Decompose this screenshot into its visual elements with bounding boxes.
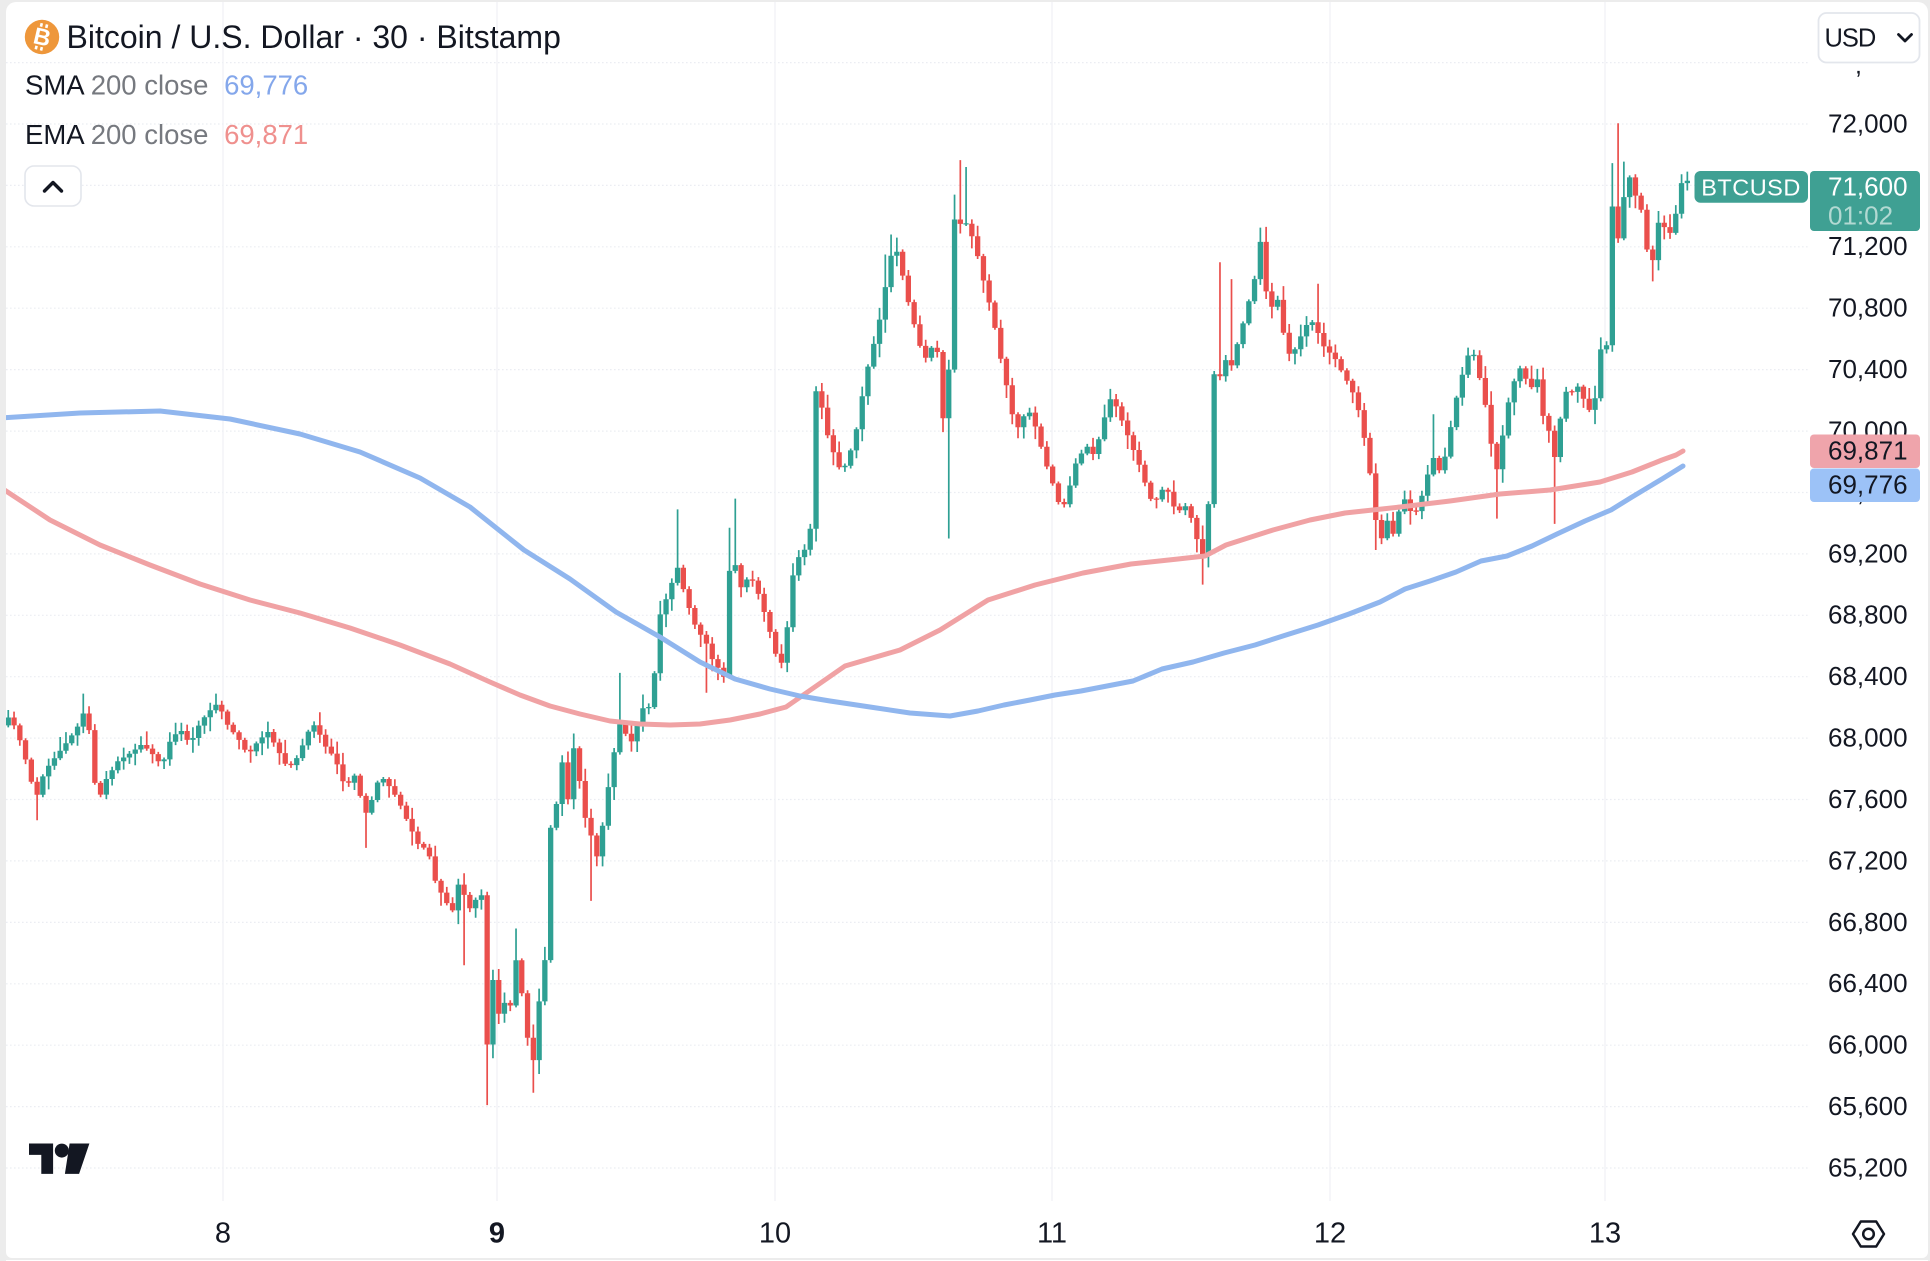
svg-text:8: 8	[215, 1218, 231, 1250]
svg-text:66,000: 66,000	[1828, 1030, 1908, 1060]
svg-text:70,400: 70,400	[1828, 354, 1908, 384]
svg-text:69,871: 69,871	[1828, 436, 1908, 466]
svg-text:65,200: 65,200	[1828, 1152, 1908, 1182]
svg-text:B: B	[31, 22, 53, 51]
svg-text:70,800: 70,800	[1828, 293, 1908, 323]
svg-text:66,400: 66,400	[1828, 968, 1908, 998]
svg-text:13: 13	[1589, 1218, 1621, 1250]
svg-text:67,600: 67,600	[1828, 784, 1908, 814]
svg-text:71,200: 71,200	[1828, 231, 1908, 261]
svg-text:66,800: 66,800	[1828, 907, 1908, 937]
svg-text:USD: USD	[1825, 25, 1876, 53]
svg-text:01:02: 01:02	[1828, 201, 1893, 231]
svg-text:BTCUSD: BTCUSD	[1701, 174, 1801, 200]
svg-text:12: 12	[1314, 1218, 1346, 1250]
svg-text:71,600: 71,600	[1828, 172, 1908, 202]
svg-text:EMA 200 close 69,871: EMA 200 close 69,871	[25, 119, 308, 150]
svg-text:65,600: 65,600	[1828, 1091, 1908, 1121]
svg-text:Bitcoin / U.S. Dollar · 30 · B: Bitcoin / U.S. Dollar · 30 · Bitstamp	[67, 19, 561, 55]
svg-text:69,776: 69,776	[1828, 470, 1908, 500]
svg-text:9: 9	[489, 1218, 505, 1250]
svg-text:72,000: 72,000	[1828, 108, 1908, 138]
svg-text:68,400: 68,400	[1828, 661, 1908, 691]
svg-text:68,000: 68,000	[1828, 723, 1908, 753]
svg-text:,: ,	[1855, 52, 1862, 80]
svg-text:68,800: 68,800	[1828, 600, 1908, 630]
svg-text:67,200: 67,200	[1828, 845, 1908, 875]
svg-text:69,200: 69,200	[1828, 538, 1908, 568]
svg-text:10: 10	[759, 1218, 791, 1250]
svg-text:11: 11	[1037, 1218, 1067, 1250]
svg-text:SMA 200 close 69,776: SMA 200 close 69,776	[25, 70, 308, 101]
